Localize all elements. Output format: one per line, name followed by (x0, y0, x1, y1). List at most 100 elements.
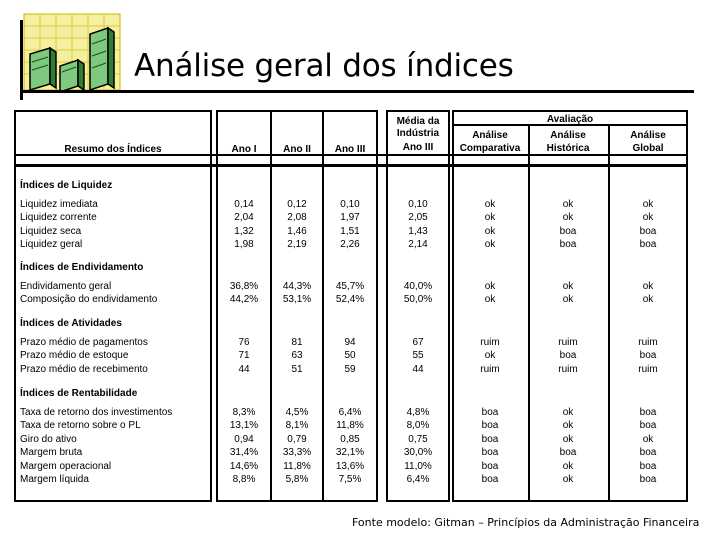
table-cell: 45,7% (335, 281, 365, 292)
table-cell: 44,2% (229, 294, 259, 306)
table-cell: 44 (238, 363, 250, 375)
row-label: Taxa de retorno dos investimentos (20, 407, 173, 418)
table-cell: 94 (344, 337, 356, 348)
table-cell: 13,1% (229, 420, 259, 432)
header-historica-l2: Histórica (546, 143, 590, 154)
table-cell: 14,6% (229, 460, 259, 472)
title-rule-horizontal (22, 90, 694, 93)
table-cell: boa (559, 225, 577, 237)
row-label: Liquidez corrente (20, 212, 97, 224)
table-cell: boa (639, 474, 657, 485)
table-cell: 0,10 (340, 199, 360, 210)
header-global-l1: Análise (630, 130, 666, 141)
table-cell: 4,5% (285, 407, 309, 418)
table-cell: boa (559, 447, 577, 459)
header-avaliacao: Avaliação (546, 114, 594, 125)
table-cell: 33,3% (282, 447, 312, 459)
table-cell: 2,19 (287, 239, 307, 251)
table-cell: 44,3% (282, 281, 312, 292)
table-cell: 52,4% (335, 294, 365, 306)
table-cell: 0,79 (287, 433, 307, 445)
section-title: Índices de Rentabilidade (20, 388, 138, 399)
row-label: Margem operacional (20, 460, 112, 472)
header-ano3: Ano III (334, 144, 366, 155)
table-cell: 1,46 (287, 225, 307, 237)
table-cell: boa (481, 460, 499, 472)
table-cell: ok (562, 474, 574, 485)
table-cell: ruim (558, 363, 578, 375)
table-cell: boa (481, 433, 499, 445)
table-cell: 1,32 (234, 225, 254, 237)
section-title: Índices de Atividades (20, 318, 122, 329)
table-cell: ok (562, 281, 574, 292)
table-cell: boa (559, 239, 577, 251)
table-cell: ruim (480, 337, 500, 348)
table-cell: ok (484, 212, 496, 224)
table-cell: 8,0% (406, 420, 430, 432)
row-label: Margem bruta (20, 447, 83, 459)
table-cell: 50 (344, 350, 356, 362)
row-label: Liquidez geral (20, 239, 83, 251)
col-box-avaliacao (452, 110, 688, 502)
row-label: Liquidez seca (20, 225, 82, 237)
table-cell: 36,8% (229, 281, 259, 292)
table-cell: ok (642, 212, 654, 224)
table-cell: ruim (638, 337, 658, 348)
table-cell: 0,85 (340, 433, 360, 445)
table-cell: ruim (480, 363, 500, 375)
table-cell: boa (639, 239, 657, 251)
table-cell: 30,0% (403, 447, 433, 459)
row-label: Endividamento geral (20, 281, 112, 292)
col-box-media (386, 110, 450, 502)
table-cell: ok (484, 239, 496, 251)
table-cell: 0,14 (234, 199, 254, 210)
table-cell: 8,3% (232, 407, 256, 418)
table-cell: ok (642, 281, 654, 292)
table-cell: ok (484, 350, 496, 362)
table-cell: ok (562, 212, 574, 224)
table-cell: ok (484, 225, 496, 237)
table-cell: 55 (412, 350, 424, 362)
table-cell: ruim (558, 337, 578, 348)
table-cell: ok (562, 407, 574, 418)
table-cell: ok (484, 294, 496, 306)
col-box-resumo (14, 110, 212, 502)
table-cell: 0,75 (408, 433, 428, 445)
row-label: Liquidez imediata (20, 199, 98, 210)
table-cell: boa (639, 447, 657, 459)
table-cell: ok (642, 294, 654, 306)
row-label: Prazo médio de recebimento (20, 363, 148, 375)
col-box-ano1 (216, 110, 272, 502)
table-cell: 11,0% (404, 460, 432, 472)
header-resumo: Resumo dos Índices (64, 144, 162, 155)
table-cell: boa (639, 460, 657, 472)
table-cell: 6,4% (338, 407, 362, 418)
indices-table: Resumo dos Índices Ano I Ano II Ano III … (14, 110, 690, 502)
table-cell: 11,8% (283, 460, 311, 472)
row-label: Taxa de retorno sobre o PL (20, 420, 141, 432)
table-cell: boa (481, 407, 499, 418)
table-cell: ok (562, 420, 574, 432)
table-cell: ok (484, 199, 496, 210)
table-cell: 8,1% (285, 420, 309, 432)
header-ano2: Ano II (283, 144, 311, 155)
table-cell: boa (639, 420, 657, 432)
table-cell: ok (562, 294, 574, 306)
avaliacao-divider-2 (608, 124, 610, 502)
table-cell: ok (562, 199, 574, 210)
header-comparativa-l1: Análise (472, 130, 508, 141)
table-cell: 1,43 (408, 225, 428, 237)
table-cell: 50,0% (403, 294, 433, 306)
table-cell: ok (562, 433, 574, 445)
table-cell: 44 (412, 363, 424, 375)
table-cell: boa (559, 350, 577, 362)
table-cell: 1,97 (340, 212, 360, 224)
table-cell: boa (639, 225, 657, 237)
row-label: Prazo médio de estoque (20, 350, 129, 362)
header-comparativa-l2: Comparativa (459, 143, 521, 154)
table-cell: ok (642, 433, 654, 445)
header-media-l3: Ano III (402, 142, 434, 153)
table-cell: 67 (412, 337, 424, 348)
table-cell: ok (642, 199, 654, 210)
table-cell: 76 (238, 337, 250, 348)
